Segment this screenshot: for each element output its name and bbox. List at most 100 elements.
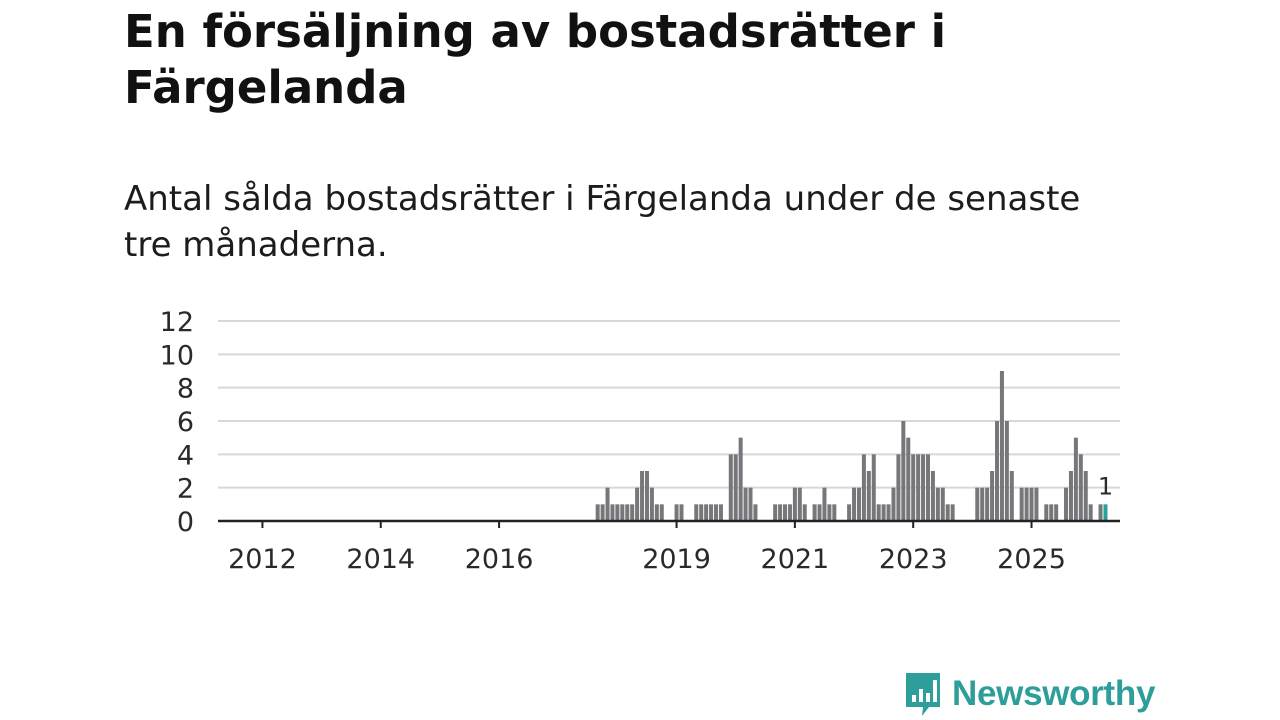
bar	[1083, 471, 1088, 521]
chart-subtitle: Antal sålda bostadsrätter i Färgelanda u…	[124, 179, 1081, 265]
bar	[620, 504, 625, 521]
y-tick-label: 4	[177, 440, 194, 471]
bar	[659, 504, 664, 521]
bar	[778, 504, 783, 521]
last-value-label: 1	[1098, 472, 1113, 500]
bar	[1078, 454, 1083, 521]
bar	[916, 454, 921, 521]
y-tick-label: 12	[160, 307, 194, 338]
bar	[817, 504, 822, 521]
bar	[921, 454, 926, 521]
y-tick-label: 8	[177, 374, 194, 405]
bar	[1073, 437, 1078, 521]
bar	[925, 454, 930, 521]
bar	[654, 504, 659, 521]
bar	[861, 454, 866, 521]
bar	[999, 371, 1004, 521]
bar	[635, 487, 640, 521]
bar	[1068, 471, 1073, 521]
bar	[832, 504, 837, 521]
bar	[906, 437, 911, 521]
bar	[1029, 487, 1034, 521]
bar	[787, 504, 792, 521]
bar	[753, 504, 758, 521]
bar	[1098, 504, 1103, 521]
bar	[847, 504, 852, 521]
x-tick-label: 2012	[228, 544, 297, 575]
bar	[1044, 504, 1049, 521]
bar	[935, 487, 940, 521]
bar	[802, 504, 807, 521]
bar	[871, 454, 876, 521]
bar	[625, 504, 630, 521]
bar	[812, 504, 817, 521]
bar	[743, 487, 748, 521]
bar	[1024, 487, 1029, 521]
bar	[822, 487, 827, 521]
y-tick-label: 2	[177, 474, 194, 505]
bar	[891, 487, 896, 521]
x-tick-label: 2023	[879, 544, 948, 575]
bar	[649, 487, 654, 521]
bar	[797, 487, 802, 521]
bar	[640, 471, 645, 521]
bar	[615, 504, 620, 521]
bar	[600, 504, 605, 521]
bar	[852, 487, 857, 521]
chart-title: En försäljning av bostadsrätter i Färgel…	[124, 5, 947, 114]
bar	[630, 504, 635, 521]
bar	[699, 504, 704, 521]
bar	[1019, 487, 1024, 521]
bar	[1034, 487, 1039, 521]
annotations: 1	[1098, 472, 1113, 500]
bar	[985, 487, 990, 521]
bar	[980, 487, 985, 521]
bar	[827, 504, 832, 521]
x-tick-label: 2019	[642, 544, 711, 575]
bar	[738, 437, 743, 521]
bar	[644, 471, 649, 521]
bar	[704, 504, 709, 521]
bar	[1049, 504, 1054, 521]
bar	[1064, 487, 1069, 521]
newsworthy-logo-text: Newsworthy	[952, 674, 1156, 713]
bar	[714, 504, 718, 521]
bar	[995, 421, 1000, 521]
gridlines	[218, 320, 1120, 489]
bar	[595, 504, 600, 521]
x-tick-label: 2021	[761, 544, 830, 575]
bar	[901, 421, 906, 521]
bar	[674, 504, 679, 521]
y-tick-label: 10	[160, 340, 194, 371]
bar	[1088, 504, 1093, 521]
bar	[783, 504, 788, 521]
bar	[694, 504, 699, 521]
bars	[595, 371, 1108, 521]
bar	[605, 487, 610, 521]
y-tick-label: 6	[177, 407, 194, 438]
bar	[792, 487, 797, 521]
x-tick-label: 2016	[465, 544, 534, 575]
bar	[950, 504, 955, 521]
bar	[930, 471, 935, 521]
bar	[679, 504, 684, 521]
x-axis: 2012 2014 2016 2019 2021 2023 2025	[218, 519, 1120, 575]
bar	[940, 487, 945, 521]
bar	[748, 487, 753, 521]
bar	[881, 504, 886, 521]
bar	[945, 504, 950, 521]
bar	[1009, 471, 1014, 521]
bar	[876, 504, 881, 521]
x-tick-label: 2014	[346, 544, 415, 575]
x-tick-label: 2025	[997, 544, 1066, 575]
bar	[975, 487, 980, 521]
newsworthy-logo[interactable]: Newsworthy	[903, 670, 1155, 718]
bar	[610, 504, 615, 521]
bar	[709, 504, 714, 521]
bar	[1103, 504, 1108, 521]
bar	[773, 504, 778, 521]
bar	[718, 504, 723, 521]
bar	[911, 454, 916, 521]
